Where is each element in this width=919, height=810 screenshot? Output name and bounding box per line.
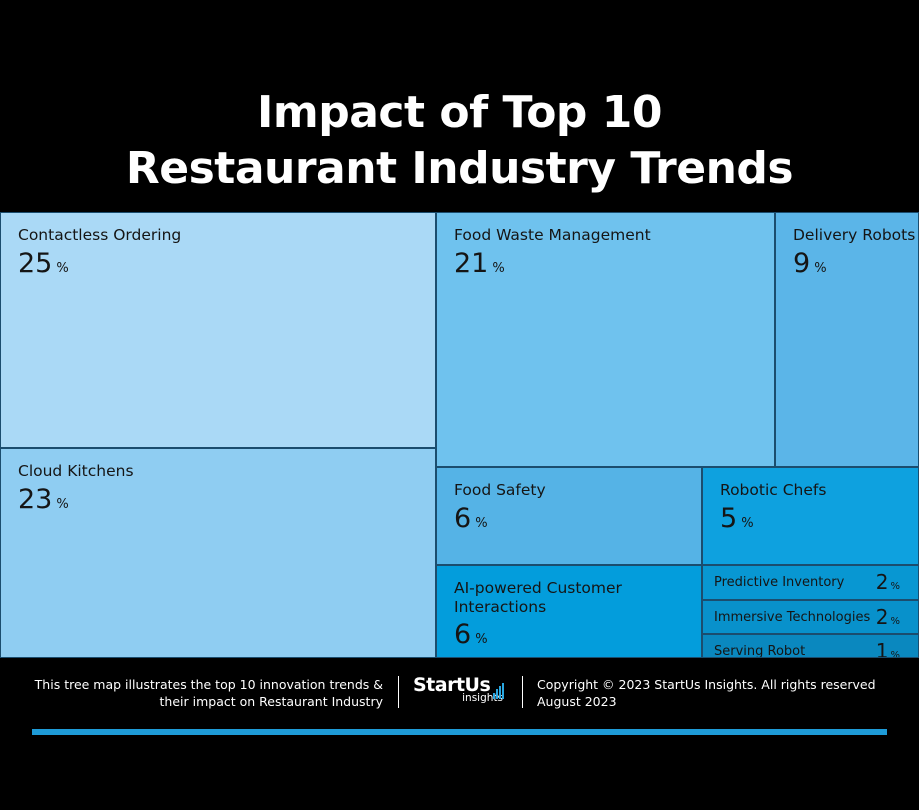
- tile-value-number: 6: [454, 619, 472, 650]
- logo-main-text: StartUs: [413, 674, 491, 696]
- tile-value: 5%: [720, 503, 754, 534]
- tile-value-number: 6: [454, 503, 472, 534]
- footer: This tree map illustrates the top 10 inn…: [0, 672, 919, 722]
- footer-divider-right: [522, 676, 523, 708]
- tile-value-number: 23: [18, 484, 53, 515]
- footer-copyright: Copyright © 2023 StartUs Insights. All r…: [537, 676, 876, 710]
- tile-value-number: 21: [454, 248, 489, 279]
- treemap-tile: Immersive Technologies 2%: [702, 600, 919, 634]
- tile-value-unit: %: [492, 261, 505, 276]
- tile-value: 25%: [18, 248, 69, 279]
- tile-value-number: 1: [875, 639, 889, 658]
- tile-label: Food Safety: [454, 481, 546, 499]
- tile-label: Immersive Technologies: [714, 610, 871, 625]
- tile-label: Predictive Inventory: [714, 575, 845, 590]
- treemap-tile: Serving Robot 1%: [702, 634, 919, 658]
- treemap: Contactless Ordering 25% Cloud Kitchens 23%…: [0, 212, 919, 658]
- tile-value-unit: %: [890, 616, 900, 627]
- tile-value: 2%: [876, 605, 900, 629]
- tile-label: AI-powered Customer Interactions: [454, 579, 622, 616]
- tile-value: 6%: [454, 503, 488, 534]
- tile-value-unit: %: [890, 581, 900, 592]
- treemap-tile: Food Safety 6%: [436, 467, 702, 565]
- title-line-1: Impact of Top 10: [257, 87, 662, 138]
- footer-divider-left: [398, 676, 399, 708]
- treemap-tile: Delivery Robots 9%: [775, 212, 919, 467]
- tile-value-number: 9: [793, 248, 811, 279]
- tile-value: 23%: [18, 484, 69, 515]
- tile-value: 6%: [454, 619, 488, 650]
- bottom-accent-bar: [32, 729, 887, 735]
- title-line-2: Restaurant Industry Trends: [125, 143, 794, 194]
- logo-sub-text: insights: [462, 692, 503, 704]
- treemap-tile: Food Waste Management 21%: [436, 212, 775, 467]
- tile-value-unit: %: [475, 632, 488, 647]
- footer-description: This tree map illustrates the top 10 inn…: [35, 676, 383, 710]
- startus-logo: StartUs insights: [413, 674, 511, 704]
- logo-bars-icon: [493, 680, 505, 699]
- tile-value-unit: %: [814, 261, 827, 276]
- tile-value-unit: %: [56, 261, 69, 276]
- treemap-tile: AI-powered Customer Interactions 6%: [436, 565, 702, 658]
- tile-value: 2%: [876, 570, 900, 594]
- tile-value-unit: %: [475, 516, 488, 531]
- tile-label: Contactless Ordering: [18, 226, 182, 244]
- tile-value: 9%: [793, 248, 827, 279]
- tile-value-number: 25: [18, 248, 53, 279]
- tile-value-number: 2: [875, 570, 889, 594]
- footer-desc-line-2: their impact on Restaurant Industry: [159, 694, 383, 709]
- tile-value-unit: %: [56, 497, 69, 512]
- tile-value-number: 2: [875, 605, 889, 629]
- tile-label: Delivery Robots: [793, 226, 916, 244]
- tile-label: Food Waste Management: [454, 226, 651, 244]
- tile-value: 21%: [454, 248, 505, 279]
- treemap-tile: Predictive Inventory 2%: [702, 565, 919, 600]
- tile-value-number: 5: [720, 503, 738, 534]
- tile-value-unit: %: [890, 650, 900, 658]
- tile-value: 1%: [875, 639, 900, 658]
- tile-label: Cloud Kitchens: [18, 462, 134, 480]
- footer-desc-line-1: This tree map illustrates the top 10 inn…: [34, 677, 383, 692]
- treemap-tile: Cloud Kitchens 23%: [0, 448, 436, 658]
- copyright-text: Copyright © 2023 StartUs Insights. All r…: [537, 677, 876, 692]
- tile-label: Robotic Chefs: [720, 481, 827, 499]
- tile-value-unit: %: [741, 516, 754, 531]
- tile-label: Serving Robot: [714, 644, 806, 658]
- treemap-tile: Contactless Ordering 25%: [0, 212, 436, 448]
- treemap-tile: Robotic Chefs 5%: [702, 467, 919, 565]
- chart-title: Impact of Top 10 Restaurant Industry Tre…: [0, 85, 919, 197]
- date-text: August 2023: [537, 694, 617, 709]
